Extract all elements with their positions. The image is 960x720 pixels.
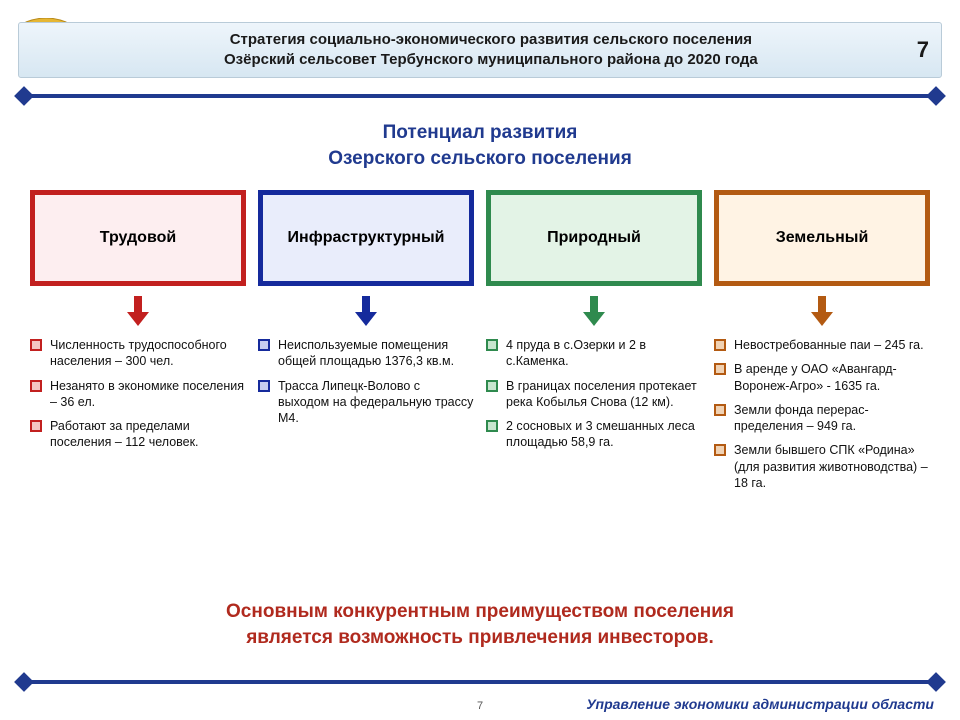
bullet-icon [486, 420, 498, 432]
detail-text: В аренде у ОАО «Авангард-Воронеж-Агро» -… [734, 361, 930, 394]
detail-list: Невостребованные паи – 245 га. В аренде у… [714, 337, 930, 499]
bottom-rule [24, 680, 936, 684]
bullet-icon [30, 380, 42, 392]
bullet-icon [714, 363, 726, 375]
footer-text: Управление экономики администрации облас… [586, 696, 934, 712]
column-0: Трудовой Численность трудо­способного нас… [30, 190, 246, 499]
section-title-line1: Потенциал развития [383, 122, 578, 143]
detail-text: В границах поселения протекает река Кобы… [506, 378, 702, 411]
header-line1: Стратегия социально-экономического разви… [230, 31, 752, 48]
column-3: Земельный Невостребованные паи – 245 га. В… [714, 190, 930, 499]
bullet-icon [486, 339, 498, 351]
detail-item: Незанято в экономике поселения – 36 ел. [30, 378, 246, 411]
column-1: Инфраструк­турный Неиспользуемые помещени… [258, 190, 474, 499]
bullet-icon [486, 380, 498, 392]
header-bar: Стратегия социально-экономического разви… [18, 22, 942, 78]
section-title-line2: Озерского сельского поселения [328, 148, 632, 169]
diamond-icon [926, 672, 946, 692]
detail-item: В границах поселения протекает река Кобы… [486, 378, 702, 411]
down-arrow-icon [583, 296, 605, 331]
detail-item: Численность трудо­способного населе­ния … [30, 337, 246, 370]
detail-item: В аренде у ОАО «Авангард-Воронеж-Агро» -… [714, 361, 930, 394]
detail-item: Трасса Липецк-Волово с выходом на федера… [258, 378, 474, 427]
down-arrow-icon [811, 296, 833, 331]
detail-text: Работают за предела­ми поселения – 112 ч… [50, 418, 246, 451]
diamond-icon [14, 672, 34, 692]
bullet-icon [714, 404, 726, 416]
detail-text: Невостребованные паи – 245 га. [734, 337, 924, 353]
detail-text: 2 сосновых и 3 смешан­ных леса площадью … [506, 418, 702, 451]
detail-text: Незанято в экономике поселения – 36 ел. [50, 378, 246, 411]
detail-item: Работают за предела­ми поселения – 112 ч… [30, 418, 246, 451]
potential-card: Земельный [714, 190, 930, 286]
conclusion-line2: является возможность привлечения инвесто… [246, 627, 714, 648]
column-2: Природный 4 пруда в с.Озерки и 2 в с.Каме… [486, 190, 702, 499]
header-title: Стратегия социально-экономического разви… [75, 30, 907, 71]
detail-item: Неиспользуемые помещения общей площадью … [258, 337, 474, 370]
down-arrow-icon [127, 296, 149, 331]
detail-item: 4 пруда в с.Озерки и 2 в с.Каменка. [486, 337, 702, 370]
down-arrow-icon [355, 296, 377, 331]
detail-list: Неиспользуемые помещения общей площадью … [258, 337, 474, 434]
detail-text: Численность трудо­способного населе­ния … [50, 337, 246, 370]
bullet-icon [30, 420, 42, 432]
detail-item: 2 сосновых и 3 смешан­ных леса площадью … [486, 418, 702, 451]
bullet-icon [714, 444, 726, 456]
bullet-icon [30, 339, 42, 351]
detail-item: Земли фонда перерас­пределения – 949 га. [714, 402, 930, 435]
potential-card: Трудовой [30, 190, 246, 286]
header-line2: Озёрский сельсовет Тербунского муниципал… [224, 51, 758, 68]
bullet-icon [258, 380, 270, 392]
detail-text: Земли фонда перерас­пределения – 949 га. [734, 402, 930, 435]
detail-list: 4 пруда в с.Озерки и 2 в с.Каменка. В гра… [486, 337, 702, 459]
columns-container: Трудовой Численность трудо­способного нас… [30, 190, 930, 499]
footer-page-number: 7 [477, 700, 483, 712]
conclusion-line1: Основным конкурентным преимуществом посе… [226, 601, 734, 622]
conclusion-text: Основным конкурентным преимуществом посе… [60, 599, 900, 652]
bullet-icon [714, 339, 726, 351]
detail-text: Земли бывшего СПК «Родина» (для развития… [734, 442, 930, 491]
potential-card: Природный [486, 190, 702, 286]
detail-list: Численность трудо­способного населе­ния … [30, 337, 246, 459]
top-rule [24, 94, 936, 98]
section-title: Потенциал развития Озерского сельского п… [0, 120, 960, 171]
diamond-icon [14, 86, 34, 106]
diamond-icon [926, 86, 946, 106]
bullet-icon [258, 339, 270, 351]
detail-item: Невостребованные паи – 245 га. [714, 337, 930, 353]
detail-item: Земли бывшего СПК «Родина» (для развития… [714, 442, 930, 491]
detail-text: Трасса Липецк-Волово с выходом на федера… [278, 378, 474, 427]
detail-text: Неиспользуемые помещения общей площадью … [278, 337, 474, 370]
potential-card: Инфраструк­турный [258, 190, 474, 286]
detail-text: 4 пруда в с.Озерки и 2 в с.Каменка. [506, 337, 702, 370]
page-number: 7 [917, 37, 929, 63]
